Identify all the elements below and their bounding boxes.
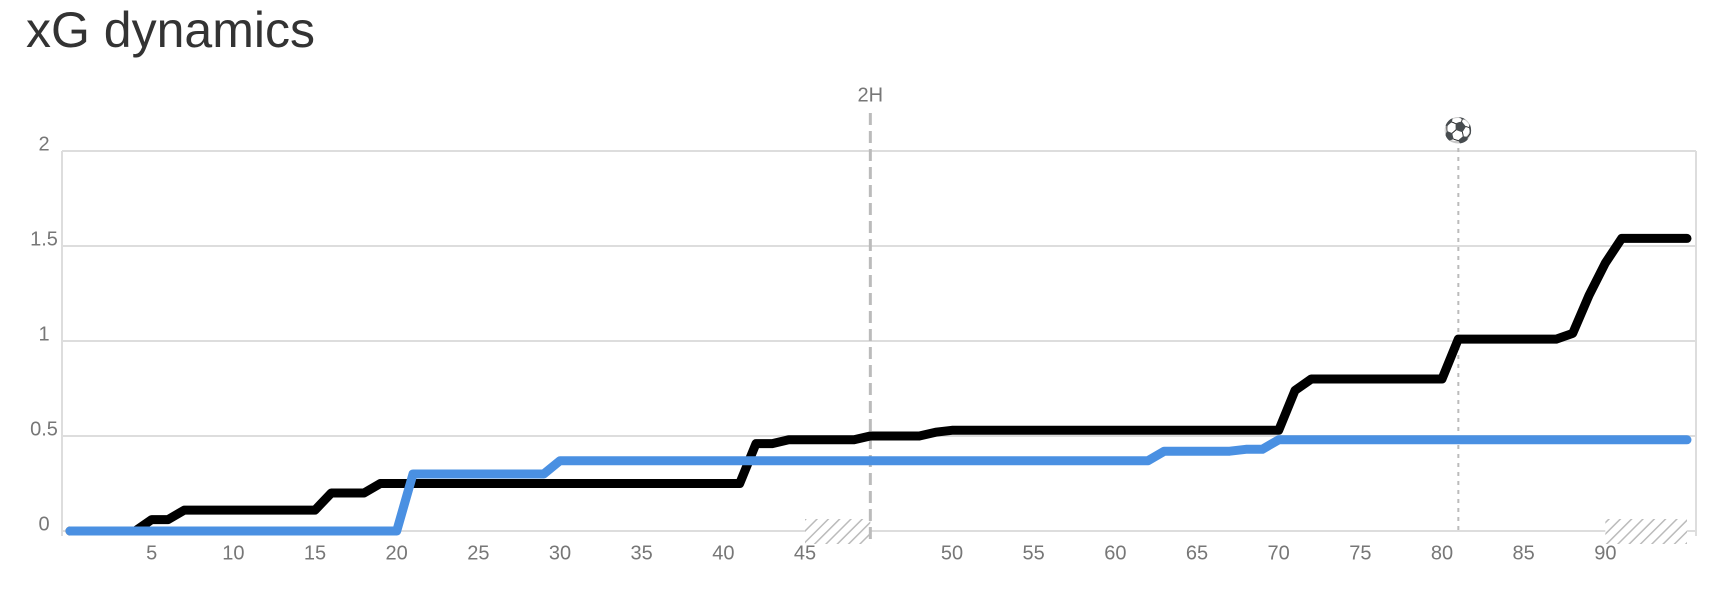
- x-tick-label: 30: [549, 542, 571, 564]
- period-label: 2H: [858, 84, 884, 106]
- x-tick-label: 15: [304, 542, 326, 564]
- x-tick-label: 5: [146, 542, 157, 564]
- xg-line: [865, 233, 1692, 441]
- y-tick-label: 0: [38, 513, 49, 535]
- stoppage-time: [805, 519, 871, 544]
- event-label: ⚽: [1442, 116, 1473, 144]
- x-tick-label: 25: [467, 542, 489, 564]
- xg-line: [65, 456, 875, 536]
- y-tick-label: 2: [38, 133, 49, 155]
- x-tick-label: 75: [1349, 542, 1371, 564]
- y-tick-label: 1.5: [30, 228, 58, 250]
- chart-title: xG dynamics: [26, 2, 315, 58]
- xg-line: [865, 435, 1692, 466]
- x-tick-label: 80: [1431, 542, 1453, 564]
- y-tick-label: 1: [38, 323, 49, 345]
- x-tick-label: 55: [1023, 542, 1045, 564]
- x-tick-label: 35: [631, 542, 653, 564]
- x-tick-label: 60: [1104, 542, 1126, 564]
- x-tick-label: 10: [222, 542, 244, 564]
- stoppage-time: [1605, 519, 1687, 544]
- x-tick-label: 90: [1594, 542, 1616, 564]
- x-tick-label: 65: [1186, 542, 1208, 564]
- x-tick-label: 85: [1513, 542, 1535, 564]
- x-tick-label: 40: [712, 542, 734, 564]
- x-tick-label: 70: [1268, 542, 1290, 564]
- x-tick-label: 50: [941, 542, 963, 564]
- y-tick-label: 0.5: [30, 418, 58, 440]
- x-tick-label: 45: [794, 542, 816, 564]
- x-tick-label: 20: [386, 542, 408, 564]
- xg-line: [65, 431, 875, 536]
